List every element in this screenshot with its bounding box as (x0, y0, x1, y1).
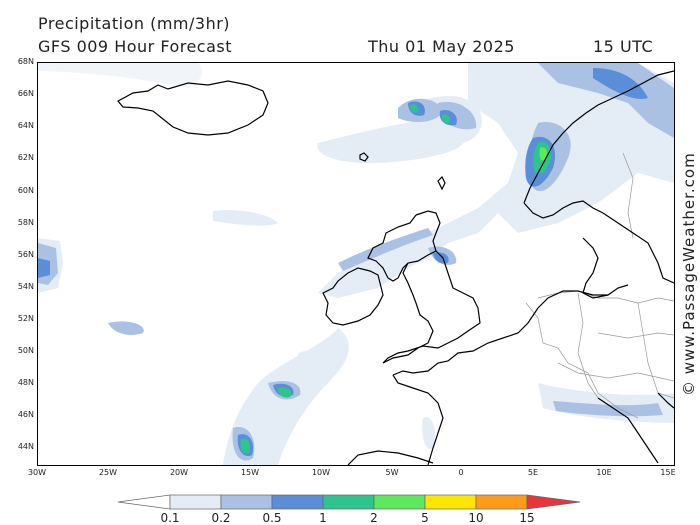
lat-label: 62N (17, 153, 34, 162)
legend-label: 5 (421, 511, 429, 525)
legend-swatch (271, 494, 324, 510)
legend-swatch (118, 494, 171, 510)
lat-label: 54N (17, 282, 34, 291)
country-borders (525, 152, 674, 419)
forecast-time: 15 UTC (593, 37, 654, 56)
lat-label: 48N (17, 378, 34, 387)
chart-title: Precipitation (mm/3hr) (38, 14, 231, 33)
forecast-model-label: GFS 009 Hour Forecast (38, 37, 233, 56)
lon-label: 0 (458, 468, 464, 477)
coastlines (117, 70, 674, 465)
legend-label: 1 (319, 511, 327, 525)
lat-label: 50N (17, 346, 34, 355)
precip-color-legend (118, 494, 581, 510)
legend-label: 10 (468, 511, 484, 525)
lat-label: 44N (17, 442, 34, 451)
legend-swatch (322, 494, 375, 510)
precip-intense-areas (539, 147, 548, 161)
legend-swatch (424, 494, 477, 510)
legend-swatch (475, 494, 528, 510)
precipitation-map (37, 62, 675, 466)
legend-swatch (169, 494, 222, 510)
lat-label: 60N (17, 186, 34, 195)
forecast-date: Thu 01 May 2025 (368, 37, 515, 56)
legend-label: 0.2 (211, 511, 231, 525)
lat-label: 66N (17, 89, 34, 98)
legend-swatch (220, 494, 273, 510)
lat-label: 52N (17, 314, 34, 323)
lat-label: 56N (17, 250, 34, 259)
lon-label: 10E (596, 468, 612, 477)
lon-label: 30W (27, 468, 47, 477)
lon-label: 10W (311, 468, 331, 477)
legend-label: 0.5 (262, 511, 282, 525)
legend-swatch (373, 494, 426, 510)
precip-very-heavy-areas (240, 104, 552, 454)
lon-label: 20W (169, 468, 189, 477)
lat-label: 46N (17, 410, 34, 419)
legend-label: 15 (519, 511, 535, 525)
lon-label: 5W (385, 468, 399, 477)
legend-swatch (526, 494, 581, 510)
lat-label: 68N (17, 57, 34, 66)
lat-label: 64N (17, 121, 34, 130)
lon-label: 15W (240, 468, 260, 477)
lon-label: 25W (98, 468, 118, 477)
legend-label: 0.1 (160, 511, 180, 525)
legend-label: 2 (370, 511, 378, 525)
credit-text: © www.PassageWeather.com (680, 152, 698, 396)
lon-label: 5E (527, 468, 539, 477)
lat-label: 58N (17, 218, 34, 227)
lon-label: 15E (660, 468, 676, 477)
map-canvas (38, 63, 674, 465)
